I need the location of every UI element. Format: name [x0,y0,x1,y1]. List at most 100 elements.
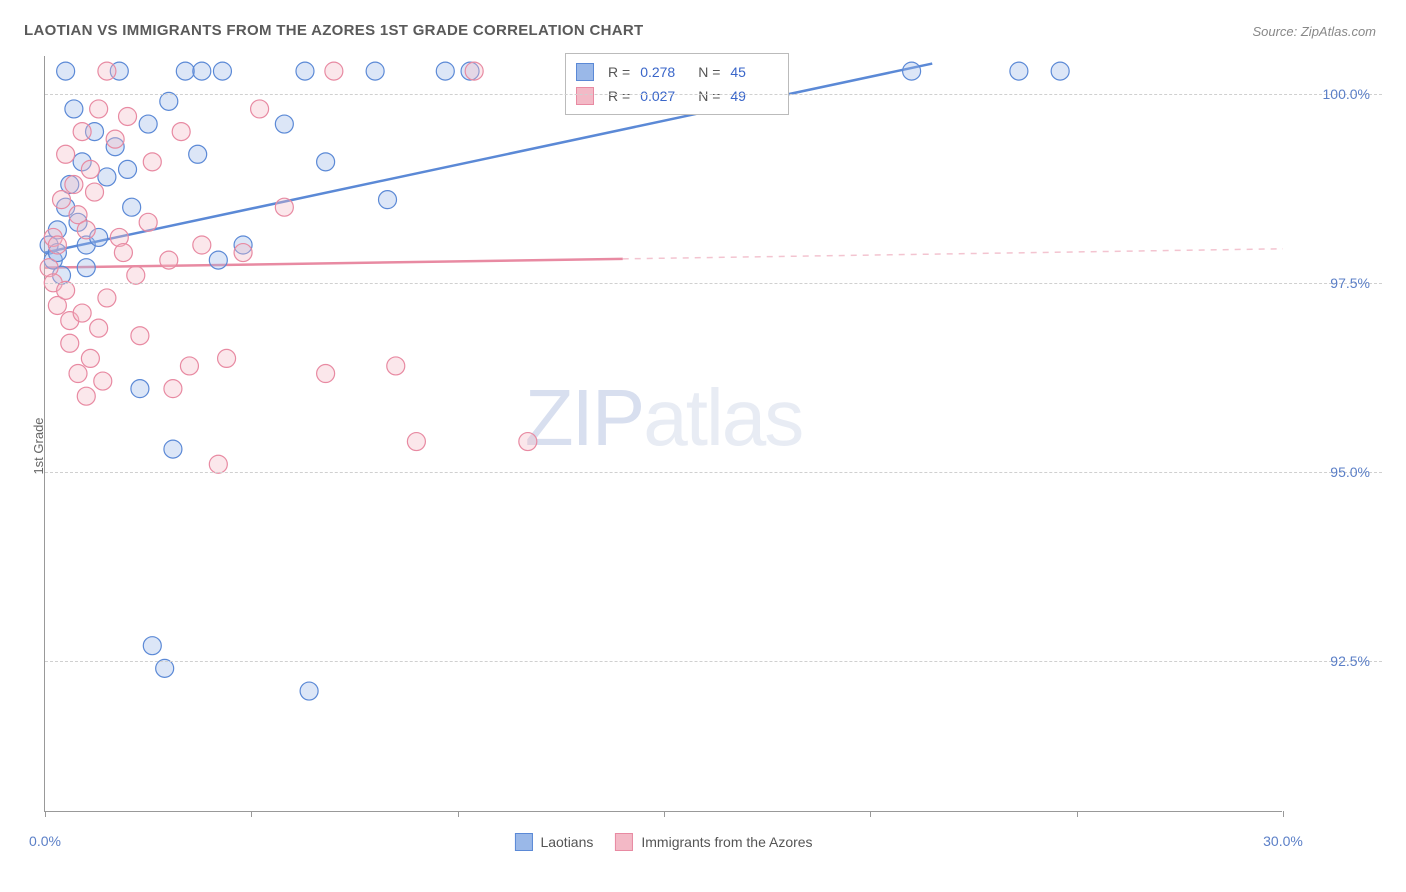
data-point [903,62,921,80]
x-tick [870,811,871,817]
x-tick [251,811,252,817]
data-point [189,145,207,163]
data-point [127,266,145,284]
data-point [172,123,190,141]
data-point [53,191,71,209]
source-attribution: Source: ZipAtlas.com [1252,24,1376,39]
legend-label-azores: Immigrants from the Azores [641,834,812,850]
gridline [45,661,1382,662]
trend-line [45,259,623,268]
data-point [94,372,112,390]
legend-label-laotians: Laotians [540,834,593,850]
data-point [48,236,66,254]
data-point [139,115,157,133]
data-point [160,92,178,110]
data-point [213,62,231,80]
data-point [251,100,269,118]
data-point [296,62,314,80]
x-tick-label: 0.0% [29,833,61,849]
data-point [1010,62,1028,80]
x-tick [1077,811,1078,817]
data-point [176,62,194,80]
data-point [209,455,227,473]
data-point [119,107,137,125]
legend-swatch-laotians [514,833,532,851]
data-point [407,433,425,451]
r-label-2: R = [608,88,630,104]
legend-swatch-2 [576,87,594,105]
data-point [379,191,397,209]
r-value-2: 0.027 [640,88,684,104]
data-point [86,183,104,201]
r-value-1: 0.278 [640,64,684,80]
gridline [45,283,1382,284]
r-label-1: R = [608,64,630,80]
data-point [123,198,141,216]
chart-title: LAOTIAN VS IMMIGRANTS FROM THE AZORES 1S… [24,22,644,39]
data-point [106,130,124,148]
legend-row-series-2: R = 0.027 N = 49 [576,84,774,108]
data-point [180,357,198,375]
x-tick-label: 30.0% [1263,833,1303,849]
data-point [465,62,483,80]
data-point [65,176,83,194]
data-point [143,153,161,171]
data-point [164,380,182,398]
data-point [77,259,95,277]
legend-item-azores: Immigrants from the Azores [615,833,812,851]
x-tick [1283,811,1284,817]
data-point [131,327,149,345]
data-point [90,319,108,337]
x-tick [45,811,46,817]
data-point [73,304,91,322]
n-label-1: N = [698,64,720,80]
data-point [1051,62,1069,80]
data-point [275,198,293,216]
gridline [45,94,1382,95]
trend-line [45,64,932,253]
trend-line-extrapolated [623,249,1283,259]
data-point [218,349,236,367]
y-tick-label: 97.5% [1330,275,1370,291]
data-point [57,145,75,163]
data-point [98,62,116,80]
data-point [81,160,99,178]
data-point [77,387,95,405]
n-value-2: 49 [730,88,774,104]
data-point [366,62,384,80]
series-legend: Laotians Immigrants from the Azores [514,833,812,851]
n-value-1: 45 [730,64,774,80]
data-point [156,659,174,677]
plot-area: ZIPatlas R = 0.278 N = 45 R = 0.027 N = … [44,56,1282,812]
data-point [209,251,227,269]
data-point [160,251,178,269]
data-point [164,440,182,458]
gridline [45,472,1382,473]
scatter-plot-svg [45,56,1282,811]
data-point [275,115,293,133]
y-tick-label: 95.0% [1330,464,1370,480]
data-point [98,289,116,307]
data-point [61,334,79,352]
data-point [98,168,116,186]
data-point [57,281,75,299]
data-point [81,349,99,367]
legend-item-laotians: Laotians [514,833,593,851]
n-label-2: N = [698,88,720,104]
data-point [387,357,405,375]
legend-row-series-1: R = 0.278 N = 45 [576,60,774,84]
data-point [77,221,95,239]
x-tick [458,811,459,817]
legend-swatch-azores [615,833,633,851]
chart-container: LAOTIAN VS IMMIGRANTS FROM THE AZORES 1S… [0,0,1406,892]
legend-swatch-1 [576,63,594,81]
data-point [73,123,91,141]
data-point [90,100,108,118]
data-point [143,637,161,655]
data-point [119,160,137,178]
data-point [325,62,343,80]
data-point [57,62,75,80]
y-tick-label: 92.5% [1330,653,1370,669]
data-point [65,100,83,118]
data-point [234,244,252,262]
